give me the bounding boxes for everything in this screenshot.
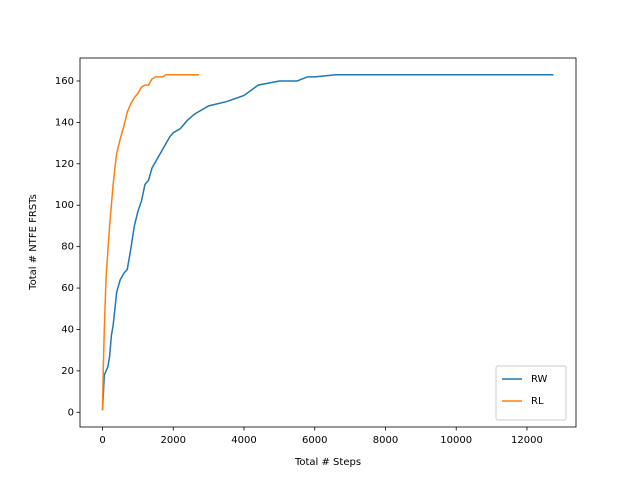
y-tick-label: 80: [61, 242, 74, 253]
x-tick-label: 6000: [302, 435, 327, 446]
x-tick-label: 10000: [440, 435, 472, 446]
line-series: [101, 74, 554, 411]
y-tick-label: 100: [55, 200, 74, 211]
plot-frame: [79, 57, 577, 428]
x-tick-label: 12000: [511, 435, 543, 446]
y-tick-label: 0: [68, 407, 74, 418]
x-axis-label: Total # Steps: [294, 457, 361, 468]
y-tick-label: 140: [55, 117, 74, 128]
x-tick-label: 4000: [231, 435, 256, 446]
legend-label: RL: [531, 396, 544, 407]
x-tick-label: 0: [99, 435, 105, 446]
line-series: [101, 74, 200, 411]
y-tick-label: 120: [55, 159, 74, 170]
y-tick-label: 20: [61, 366, 74, 377]
y-axis-label: Total # NTFE FRSTs: [28, 194, 39, 291]
x-tick-label: 2000: [161, 435, 186, 446]
y-tick-label: 160: [55, 76, 74, 87]
y-tick-label: 60: [61, 283, 74, 294]
y-tick-label: 40: [61, 324, 74, 335]
legend-label: RW: [531, 374, 548, 385]
x-tick-label: 8000: [373, 435, 398, 446]
